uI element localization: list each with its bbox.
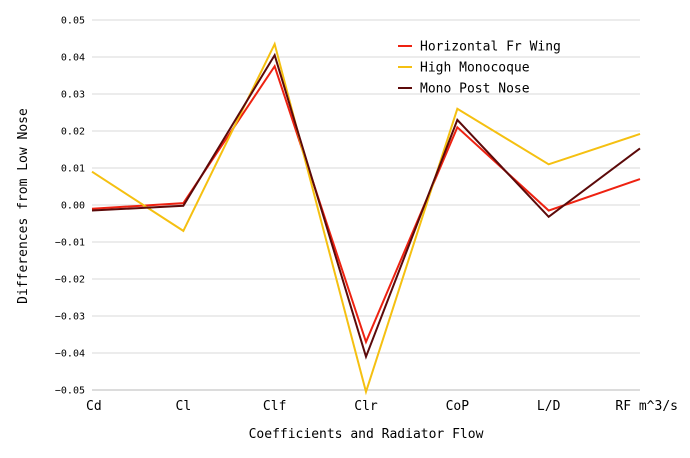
y-tick-label: 0.00 bbox=[61, 201, 85, 212]
y-axis-title: Differences from Low Nose bbox=[16, 108, 31, 304]
x-tick-label: Cd bbox=[86, 399, 102, 414]
x-tick-label: L/D bbox=[537, 399, 561, 414]
x-tick-label: RF m^3/s bbox=[615, 399, 678, 414]
y-tick-label: 0.05 bbox=[61, 16, 85, 27]
grid-lines bbox=[92, 19, 640, 391]
legend-label: High Monocoque bbox=[420, 61, 530, 76]
y-tick-label: −0.01 bbox=[55, 238, 85, 249]
x-axis-title: Coefficients and Radiator Flow bbox=[249, 427, 484, 442]
x-tick-label: Clf bbox=[263, 399, 286, 414]
y-tick-label: 0.04 bbox=[61, 53, 85, 64]
x-tick-label: Clr bbox=[354, 399, 378, 414]
x-tick-label: CoP bbox=[446, 399, 470, 414]
series-line-horizontal-fr-wing bbox=[91, 63, 641, 345]
y-tick-label: −0.05 bbox=[55, 386, 85, 397]
legend-label: Horizontal Fr Wing bbox=[420, 40, 561, 55]
y-tick-label: −0.03 bbox=[55, 312, 85, 323]
y-tick-labels: 0.05 0.04 0.03 0.02 0.01 0.00 −0.01 −0.02 −0.03 −… bbox=[55, 16, 85, 397]
series-line-mono-post-nose bbox=[91, 52, 641, 360]
x-tick-labels: Cd Cl Clf Clr CoP L/D RF m^3/s bbox=[86, 399, 678, 414]
y-tick-label: −0.02 bbox=[55, 275, 85, 286]
y-tick-label: 0.02 bbox=[61, 127, 85, 138]
series-line-high-monocoque bbox=[91, 41, 641, 396]
legend: Horizontal Fr Wing High Monocoque Mono Pos… bbox=[398, 40, 561, 97]
series-lines bbox=[91, 41, 641, 396]
y-tick-label: 0.01 bbox=[61, 164, 85, 175]
x-tick-label: Cl bbox=[176, 399, 192, 414]
y-tick-label: −0.04 bbox=[55, 349, 85, 360]
legend-label: Mono Post Nose bbox=[420, 82, 530, 97]
y-tick-label: 0.03 bbox=[61, 90, 85, 101]
